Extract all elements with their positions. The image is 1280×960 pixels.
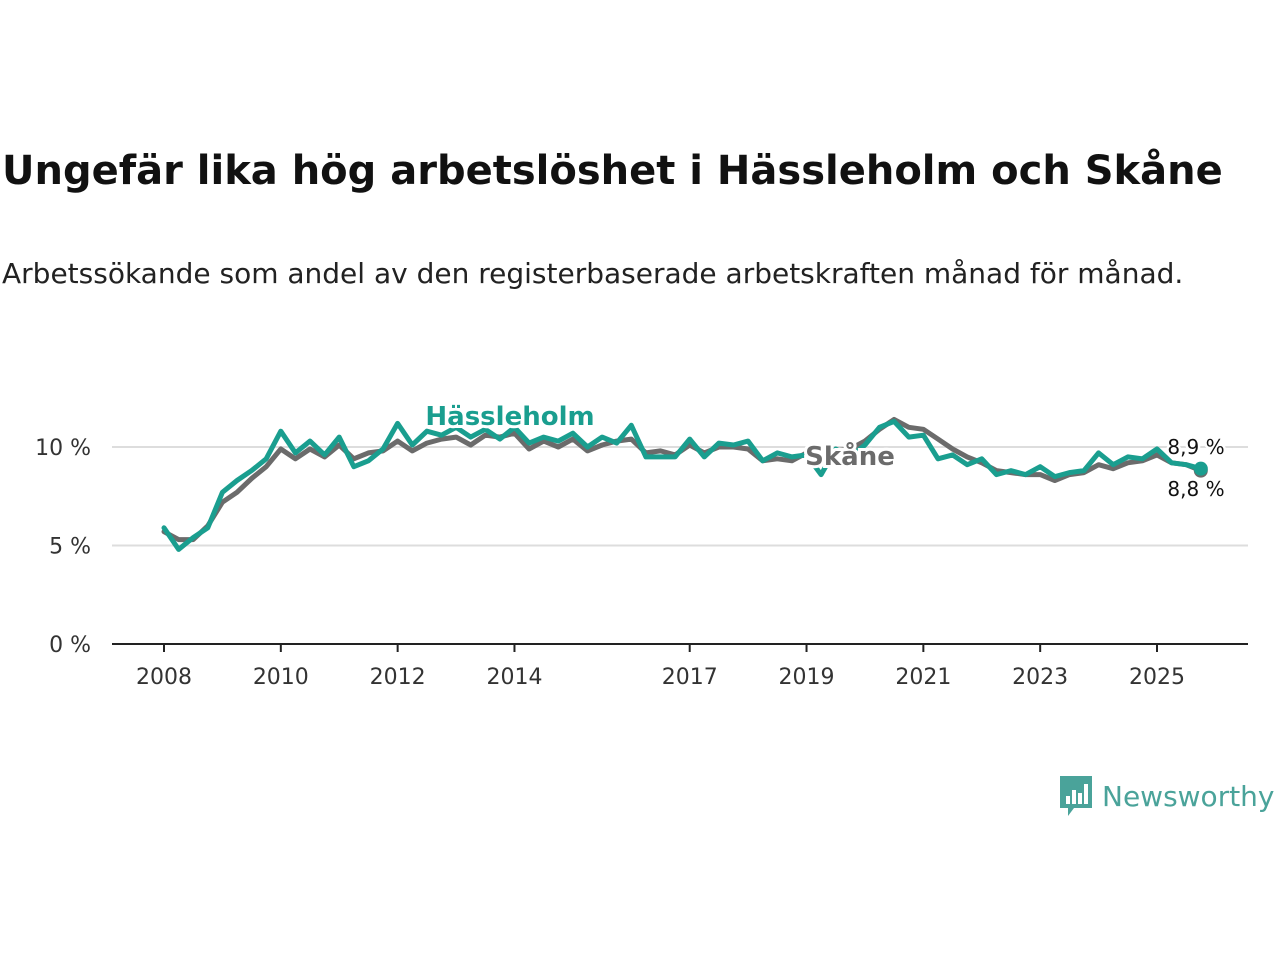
x-tick-label: 2010 <box>253 665 309 690</box>
x-tick-label: 2017 <box>662 665 718 690</box>
series-lines <box>161 416 1208 552</box>
x-tick-label: 2025 <box>1129 665 1185 690</box>
x-tick-label: 2012 <box>370 665 426 690</box>
x-tick-label: 2008 <box>136 665 192 690</box>
y-axis: 0 % 5 % 10 % <box>35 436 91 658</box>
chart-subtitle: Arbetssökande som andel av den registerb… <box>2 257 1184 290</box>
series-label-hassleholm: Hässleholm <box>425 402 594 432</box>
series-line-skåne <box>161 416 1204 543</box>
y-tick-label: 10 % <box>35 436 91 461</box>
series-label-skane: Skåne <box>805 440 895 472</box>
x-axis: 2008 2010 2012 2014 2017 2019 2021 2023 2025 <box>136 644 1185 690</box>
chart-title: Ungefär lika hög arbetslöshet i Hässleho… <box>2 148 1223 194</box>
brand-logo[interactable]: Newsworthy <box>1058 772 1275 820</box>
line-chart: 0 %5 %10 % 2008 2010 2012 2014 2017 2019 2021 2… <box>35 399 1248 690</box>
end-value-skane: 8,8 % <box>1167 477 1224 501</box>
x-tick-label: 2014 <box>486 665 542 690</box>
y-tick-label: 0 % <box>49 633 91 658</box>
y-tick-label: 5 % <box>49 535 91 560</box>
x-tick-label: 2019 <box>779 665 835 690</box>
newsworthy-logo-icon <box>1060 776 1092 816</box>
end-value-hassleholm: 8,9 % <box>1167 435 1224 459</box>
gridlines <box>112 446 1248 547</box>
x-tick-label: 2023 <box>1012 665 1068 690</box>
x-tick-label: 2021 <box>895 665 951 690</box>
series-end-dot-hässleholm <box>1193 461 1208 476</box>
series-line-hässleholm <box>161 418 1204 552</box>
series-labels: Hässleholm Skåne 8,9 % 8,8 % <box>422 399 1227 504</box>
brand-name: Newsworthy <box>1102 779 1275 813</box>
